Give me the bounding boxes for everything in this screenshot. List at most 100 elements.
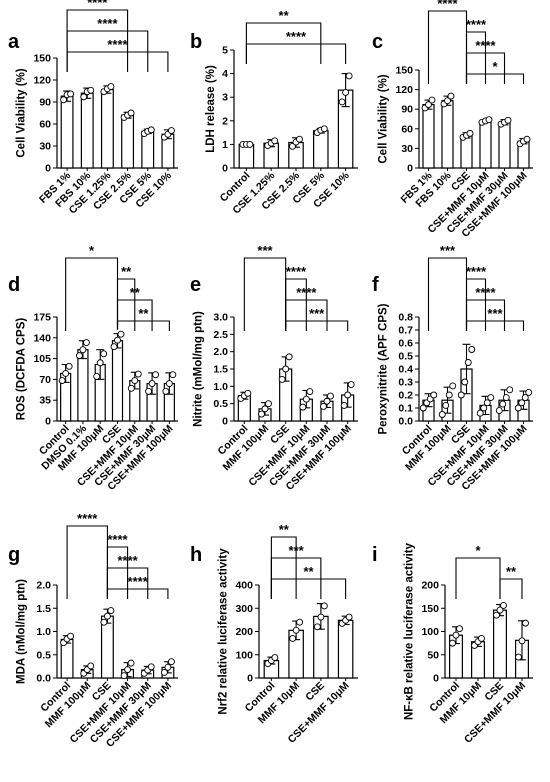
significance-bracket — [465, 52, 506, 84]
data-point — [320, 125, 328, 133]
y-tick-label: 400 — [235, 580, 253, 592]
y-tick-label: 200 — [421, 580, 439, 592]
data-point — [148, 380, 156, 388]
data-point — [165, 380, 173, 388]
bar — [80, 92, 94, 169]
data-point — [340, 401, 348, 409]
significance-label: **** — [286, 264, 307, 279]
data-point — [296, 135, 303, 143]
data-point — [265, 400, 272, 408]
data-point — [345, 72, 353, 80]
data-point — [347, 381, 355, 389]
significance-label: **** — [437, 0, 458, 11]
data-point — [145, 387, 153, 395]
y-tick-label: 175 — [33, 312, 51, 324]
y-tick-label: 90 — [401, 104, 413, 116]
significance-label: ** — [279, 522, 290, 537]
panel-letter-e: e — [190, 274, 201, 296]
data-point — [120, 672, 128, 680]
data-point — [444, 97, 451, 105]
data-point — [461, 378, 469, 386]
y-tick-label: 0 — [247, 673, 253, 685]
data-point — [320, 402, 327, 410]
significance-label: **** — [117, 553, 138, 568]
data-point — [62, 370, 70, 377]
bar — [100, 88, 114, 169]
data-point — [447, 92, 455, 100]
panel-letter-h: h — [190, 544, 202, 566]
data-point — [152, 371, 160, 379]
y-tick-label: 70 — [39, 374, 51, 386]
significance-label: *** — [309, 306, 325, 321]
y-tick-label: 120 — [33, 75, 51, 87]
data-point — [278, 375, 286, 383]
data-point — [445, 391, 453, 399]
data-point — [317, 613, 325, 621]
y-tick-label: 0.4 — [398, 364, 413, 376]
y-tick-label: 100 — [235, 649, 253, 661]
data-point — [525, 388, 533, 396]
data-point — [127, 384, 135, 392]
y-tick-label: 50 — [427, 649, 439, 661]
data-point — [75, 352, 83, 360]
bar — [313, 130, 329, 169]
data-point — [500, 602, 507, 609]
y-tick-label: 30 — [39, 141, 51, 153]
significance-bracket — [499, 578, 523, 599]
data-point — [80, 93, 88, 101]
y-axis-label: Nrf2 relative luciferase activity — [217, 548, 229, 715]
y-tick-label: 35 — [39, 395, 51, 407]
y-tick-label: 0 — [407, 163, 413, 175]
y-tick-label: 0.6 — [398, 338, 413, 350]
significance-label: * — [492, 59, 498, 74]
bar — [77, 349, 89, 422]
data-point — [117, 330, 125, 338]
y-tick-label: 3 — [222, 92, 228, 104]
data-point — [522, 619, 529, 627]
data-point — [442, 401, 450, 409]
data-point — [103, 612, 111, 620]
significance-label: *** — [289, 543, 305, 558]
significance-label: **** — [128, 574, 149, 589]
y-tick-label: 2.5 — [213, 329, 228, 341]
y-tick-label: 5 — [222, 45, 228, 57]
data-point — [342, 89, 350, 96]
significance-bracket — [427, 257, 468, 331]
data-point — [289, 635, 297, 642]
data-point — [67, 632, 75, 640]
data-point — [466, 129, 474, 137]
data-point — [292, 626, 300, 634]
data-point — [107, 607, 115, 615]
bar — [422, 104, 435, 169]
data-point — [320, 602, 328, 610]
significance-label: *** — [257, 243, 273, 258]
significance-label: * — [475, 543, 481, 558]
data-point — [493, 611, 500, 619]
y-tick-label: 90 — [39, 97, 51, 109]
bar — [441, 100, 454, 169]
y-tick-label: 105 — [33, 353, 51, 365]
significance-label: **** — [77, 511, 98, 526]
significance-label: **** — [107, 37, 128, 52]
significance-bracket — [455, 557, 501, 599]
bar — [498, 121, 511, 169]
y-tick-label: 0.3 — [398, 377, 413, 389]
significance-bracket — [116, 299, 153, 331]
data-point — [449, 639, 456, 647]
data-point — [100, 350, 108, 358]
data-point — [299, 403, 307, 411]
y-axis-label: NF-κB relative luciferase activity — [403, 542, 415, 720]
significance-bracket — [245, 43, 347, 64]
y-tick-label: 30 — [401, 143, 413, 155]
data-point — [271, 137, 279, 145]
panel-letter-i: i — [372, 544, 378, 566]
data-point — [478, 635, 485, 642]
significance-bracket — [66, 51, 169, 72]
data-point — [131, 377, 139, 385]
data-point — [476, 409, 484, 417]
data-point — [495, 407, 503, 415]
bar — [238, 143, 255, 169]
data-point — [167, 658, 175, 666]
significance-bracket — [285, 299, 328, 331]
